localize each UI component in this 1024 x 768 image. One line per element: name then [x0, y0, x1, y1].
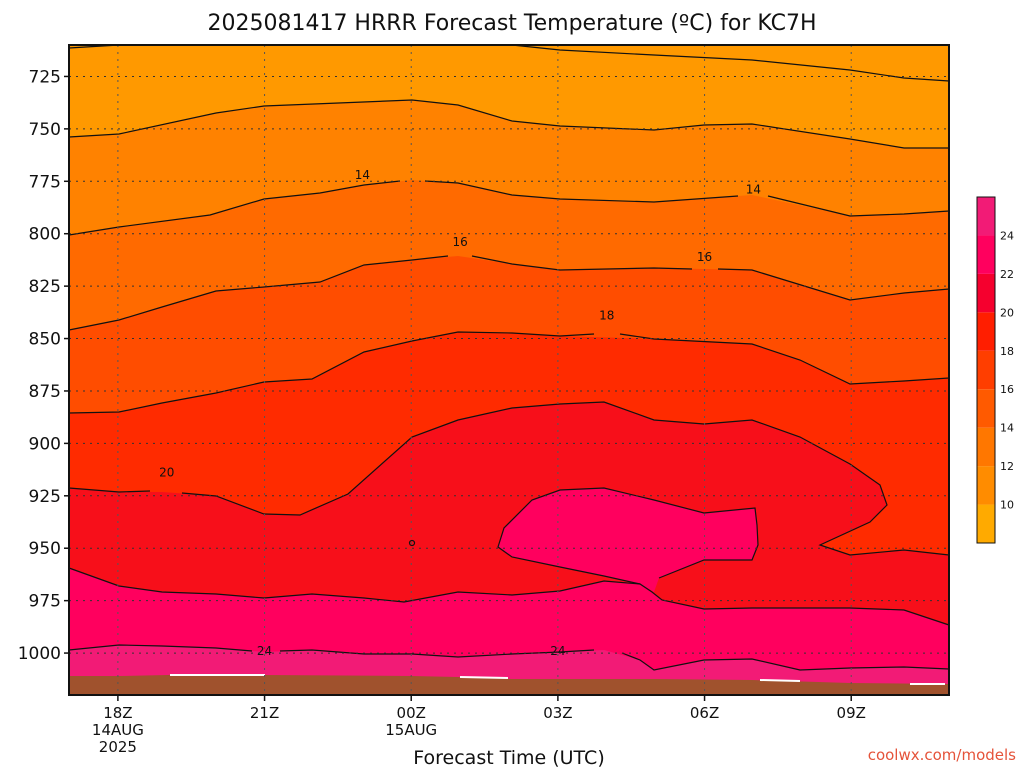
colorbar-segment-8 [977, 197, 995, 236]
contour-line-18 [68, 331, 950, 414]
x-axis-label: Forecast Time (UTC) [413, 747, 604, 768]
contour-line-12 [68, 99, 949, 149]
y-tick-label-4: 825 [29, 277, 61, 297]
colorbar-segment-0 [977, 504, 995, 543]
contour-label-7: 24 [550, 644, 565, 658]
x-tick-sublabel-2-0: 15AUG [385, 721, 437, 739]
y-tick-label-2: 775 [29, 172, 61, 192]
x-tick-label-3: 03Z [543, 704, 572, 722]
contour-label-5: 20 [159, 466, 174, 480]
contour-label-0: 14 [355, 168, 370, 182]
y-tick-label-6: 875 [29, 382, 61, 402]
y-tick-label-0: 725 [29, 67, 61, 87]
colorbar-tick-1: 12 [1000, 460, 1014, 473]
x-tick-sublabel-0-1: 2025 [99, 738, 137, 756]
contour-line-22 [68, 567, 950, 626]
contour-line-16 [68, 255, 950, 331]
colorbar-segment-3 [977, 389, 995, 428]
x-tick-label-5: 09Z [837, 704, 866, 722]
x-tick-label-0: 18Z [103, 704, 132, 722]
colorbar-segment-2 [977, 427, 995, 467]
colorbar-tick-0: 10 [1000, 499, 1014, 512]
band-22-24 [69, 488, 949, 695]
y-tick-label-8: 925 [29, 487, 61, 507]
contour-line-22-inner [497, 487, 759, 585]
colorbar-segment-5 [977, 312, 995, 351]
y-tick-label-11: 1000 [18, 644, 61, 664]
y-tick-label-7: 900 [29, 434, 61, 454]
y-tick-label-10: 975 [29, 592, 61, 612]
colorbar-segment-1 [977, 466, 995, 505]
colorbar-tick-5: 20 [1000, 306, 1014, 319]
contour-label-4: 18 [599, 308, 614, 322]
terrain [69, 674, 949, 695]
y-tick-label-1: 750 [29, 120, 61, 140]
y-axis: 725 750 775 800 825 850 875 900 925 950 975 1000 [18, 67, 69, 664]
colorbar-tick-2: 14 [1000, 422, 1014, 435]
colorbar-frame [976, 196, 996, 544]
contour-label-1: 14 [746, 183, 761, 197]
contour-line-22-spot [408, 539, 416, 547]
contour-label-2: 16 [452, 235, 467, 249]
contour-line-20 [68, 401, 950, 556]
colorbar-segment-4 [977, 350, 995, 390]
contour-line-24 [68, 644, 950, 671]
y-tick-label-3: 800 [29, 225, 61, 245]
colorbar: 10 12 14 16 18 20 22 24 [976, 196, 1014, 544]
colorbar-segment-6 [977, 273, 995, 313]
y-tick-label-9: 950 [29, 539, 61, 559]
filled-contours [69, 45, 949, 695]
x-tick-label-2: 00Z [397, 704, 426, 722]
contour-lines [68, 44, 950, 685]
terrain-edge [170, 674, 945, 685]
x-tick-label-4: 06Z [690, 704, 719, 722]
plot-frame [68, 44, 950, 696]
contour-line-14 [68, 180, 950, 236]
chart-title: 2025081417 HRRR Forecast Temperature (ºC… [207, 11, 816, 36]
credit-text: coolwx.com/models [868, 746, 1016, 764]
colorbar-tick-4: 18 [1000, 345, 1014, 358]
x-tick-label-1: 21Z [250, 704, 279, 722]
x-tick-sublabel-0-0: 14AUG [92, 721, 144, 739]
colorbar-segment-7 [977, 235, 995, 274]
colorbar-tick-6: 22 [1000, 268, 1014, 281]
colorbar-tick-3: 16 [1000, 383, 1014, 396]
colorbar-tick-7: 24 [1000, 229, 1014, 242]
y-tick-label-5: 850 [29, 330, 61, 350]
contour-label-6: 24 [257, 644, 272, 658]
